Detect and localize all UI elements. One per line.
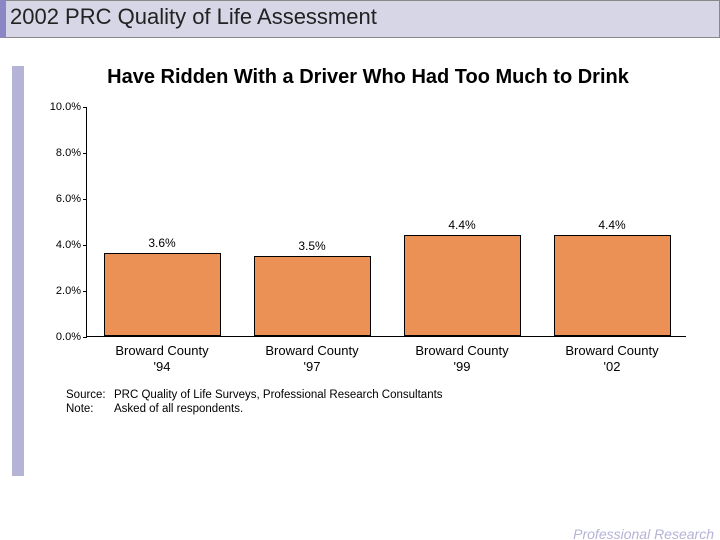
note-label: Note: (66, 403, 114, 415)
bar: 3.6% (104, 253, 221, 336)
y-tick-label: 2.0% (39, 285, 81, 297)
bar-value-label: 3.5% (255, 239, 370, 253)
note-text: Asked of all respondents. (114, 403, 243, 415)
bar: 4.4% (554, 235, 671, 336)
x-category-label: Broward County'02 (537, 343, 687, 374)
chart-footnotes: Source: PRC Quality of Life Surveys, Pro… (66, 389, 698, 415)
y-tick-label: 0.0% (39, 331, 81, 343)
bar-value-label: 3.6% (105, 236, 220, 250)
source-text: PRC Quality of Life Surveys, Professiona… (114, 389, 443, 401)
bar: 3.5% (254, 256, 371, 337)
left-rail (12, 66, 24, 476)
source-label: Source: (66, 389, 114, 401)
header-accent (0, 0, 6, 38)
chart-container: Have Ridden With a Driver Who Had Too Mu… (38, 60, 698, 417)
chart-plot-area: 0.0%2.0%4.0%6.0%8.0%10.0%3.6%Broward Cou… (86, 107, 686, 337)
bar-value-label: 4.4% (405, 218, 520, 232)
slide: 2002 PRC Quality of Life Assessment Have… (0, 0, 720, 540)
x-category-label: Broward County'99 (387, 343, 537, 374)
bar: 4.4% (404, 235, 521, 336)
x-category-label: Broward County'94 (87, 343, 237, 374)
y-tick-label: 10.0% (39, 101, 81, 113)
y-tick-label: 6.0% (39, 193, 81, 205)
chart-title: Have Ridden With a Driver Who Had Too Mu… (38, 66, 698, 89)
footer-branding: Professional Research (573, 526, 714, 540)
page-title: 2002 PRC Quality of Life Assessment (10, 4, 377, 30)
bar-value-label: 4.4% (555, 218, 670, 232)
y-tick-label: 8.0% (39, 147, 81, 159)
y-tick-label: 4.0% (39, 239, 81, 251)
x-category-label: Broward County'97 (237, 343, 387, 374)
